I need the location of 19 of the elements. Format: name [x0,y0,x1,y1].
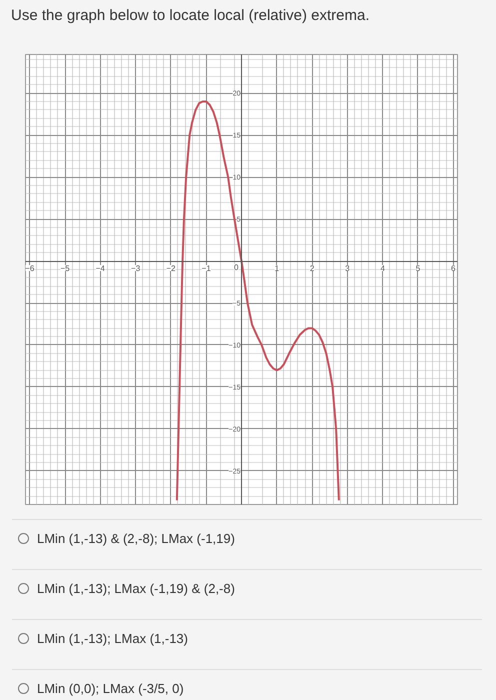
x-tick-label: 6 [451,264,456,274]
x-tick-label: 4 [380,264,386,274]
text: LMin (1,-13); LMax (-1,19) & (2,-8) [36,580,235,598]
text: LMin (1,-13) & (2,-8); LMax (-1,19) [36,530,235,548]
x-tick-label: −5 [60,264,70,274]
x-tick-label: −1 [202,264,212,274]
x-tick-label: −4 [96,264,106,274]
chart-title: Use the graph below to locate local (relative) extrema. [11,6,370,26]
annotation: 0 [234,263,240,272]
x-tick-label: 3 [345,264,350,274]
x-tick-label: 2 [310,264,315,274]
x-tick-label: 5 [416,264,421,274]
x-tick-label: −6 [25,264,35,274]
text: LMin (1,-13); LMax (1,-13) [36,630,188,648]
x-tick-label: −3 [131,264,141,274]
text: LMin (0,0); LMax (-3/5, 0) [36,680,184,698]
line-series [176,100,340,502]
x-tick-label: 1 [274,264,280,274]
x-tick-label: −2 [166,264,176,274]
